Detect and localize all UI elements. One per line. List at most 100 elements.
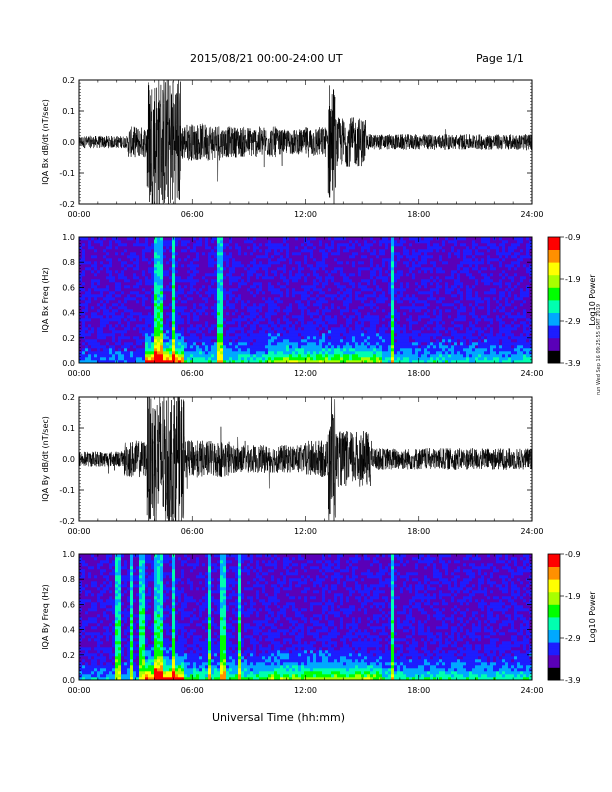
- spectrogram-cell: [127, 348, 131, 352]
- spectrogram-cell: [130, 243, 134, 247]
- spectrogram-cell: [91, 264, 95, 268]
- spectrogram-cell: [187, 360, 191, 364]
- spectrogram-cell: [262, 351, 266, 355]
- spectrogram-cell: [202, 330, 206, 334]
- spectrogram-cell: [409, 285, 413, 289]
- spectrogram-cell: [85, 330, 89, 334]
- spectrogram-cell: [250, 312, 254, 316]
- spectrogram-cell: [328, 291, 332, 295]
- spectrogram-cell: [286, 261, 290, 265]
- spectrogram-cell: [274, 354, 278, 358]
- spectrogram-cell: [226, 354, 230, 358]
- spectrogram-cell: [82, 303, 86, 307]
- spectrogram-cell: [346, 300, 350, 304]
- spectrogram-cell: [109, 300, 113, 304]
- spectrogram-cell: [256, 246, 260, 250]
- spectrogram-cell: [367, 240, 371, 244]
- spectrogram-cell: [223, 333, 227, 337]
- spectrogram-cell: [253, 336, 257, 340]
- spectrogram-cell: [313, 333, 317, 337]
- spectrogram-cell: [349, 351, 353, 355]
- spectrogram-cell: [283, 291, 287, 295]
- spectrogram-cell: [271, 246, 275, 250]
- spectrogram-cell: [241, 255, 245, 259]
- spectrogram-cell: [337, 345, 341, 349]
- spectrogram-cell: [313, 255, 317, 259]
- spectrogram-cell: [235, 243, 239, 247]
- spectrogram-cell: [277, 297, 281, 301]
- spectrogram-cell: [214, 252, 218, 256]
- spectrogram-cell: [412, 276, 416, 280]
- spectrogram-cell: [241, 321, 245, 325]
- spectrogram-cell: [148, 276, 152, 280]
- spectrogram-cell: [115, 258, 119, 262]
- spectrogram-cell: [121, 318, 125, 322]
- spectrogram-cell: [79, 261, 83, 265]
- spectrogram-cell: [265, 345, 269, 349]
- spectrogram-cell: [136, 270, 140, 274]
- spectrogram-cell: [262, 318, 266, 322]
- spectrogram-cell: [124, 360, 128, 364]
- spectrogram-cell: [319, 291, 323, 295]
- spectrogram-cell: [118, 324, 122, 328]
- spectrogram-cell: [88, 237, 92, 241]
- spectrogram-cell: [130, 276, 134, 280]
- spectrogram-cell: [217, 276, 221, 280]
- spectrogram-cell: [298, 246, 302, 250]
- spectrogram-cell: [418, 270, 422, 274]
- spectrogram-cell: [361, 267, 365, 271]
- spectrogram-cell: [358, 315, 362, 319]
- spectrogram-cell: [286, 300, 290, 304]
- spectrogram-cell: [220, 306, 224, 310]
- spectrogram-cell: [187, 315, 191, 319]
- spectrogram-cell: [139, 360, 143, 364]
- spectrogram-cell: [388, 342, 392, 346]
- spectrogram-cell: [349, 273, 353, 277]
- spectrogram-cell: [232, 255, 236, 259]
- spectrogram-cell: [166, 357, 170, 361]
- spectrogram-cell: [103, 273, 107, 277]
- spectrogram-cell: [229, 297, 233, 301]
- spectrogram-cell: [415, 258, 419, 262]
- spectrogram-cell: [208, 255, 212, 259]
- spectrogram-cell: [397, 258, 401, 262]
- spectrogram-cell: [223, 249, 227, 253]
- spectrogram-cell: [331, 315, 335, 319]
- spectrogram-cell: [280, 357, 284, 361]
- spectrogram-cell: [79, 357, 83, 361]
- spectrogram-cell: [133, 294, 137, 298]
- spectrogram-cell: [133, 324, 137, 328]
- spectrogram-cell: [91, 336, 95, 340]
- spectrogram-cell: [115, 288, 119, 292]
- spectrogram-cell: [409, 252, 413, 256]
- spectrogram-cell: [253, 258, 257, 262]
- spectrogram-cell: [355, 291, 359, 295]
- spectrogram-cell: [172, 324, 176, 328]
- spectrogram-cell: [205, 240, 209, 244]
- spectrogram-cell: [91, 249, 95, 253]
- spectrogram-cell: [289, 327, 293, 331]
- spectrogram-cell: [295, 285, 299, 289]
- spectrogram-cell: [109, 315, 113, 319]
- spectrogram-cell: [85, 276, 89, 280]
- spectrogram-cell: [199, 270, 203, 274]
- spectrogram-cell: [418, 237, 422, 241]
- spectrogram-cell: [283, 261, 287, 265]
- spectrogram-cell: [364, 339, 368, 343]
- spectrogram-cell: [187, 336, 191, 340]
- spectrogram-cell: [238, 246, 242, 250]
- spectrogram-cell: [385, 243, 389, 247]
- spectrogram-cell: [184, 348, 188, 352]
- spectrogram-cell: [115, 264, 119, 268]
- spectrogram-cell: [250, 258, 254, 262]
- spectrogram-cell: [100, 354, 104, 358]
- spectrogram-cell: [361, 339, 365, 343]
- spectrogram-cell: [343, 246, 347, 250]
- spectrogram-cell: [220, 294, 224, 298]
- spectrogram-cell: [115, 246, 119, 250]
- spectrogram-cell: [100, 237, 104, 241]
- spectrogram-cell: [232, 300, 236, 304]
- spectrogram-cell: [169, 306, 173, 310]
- spectrogram-cell: [85, 324, 89, 328]
- spectrogram-cell: [238, 303, 242, 307]
